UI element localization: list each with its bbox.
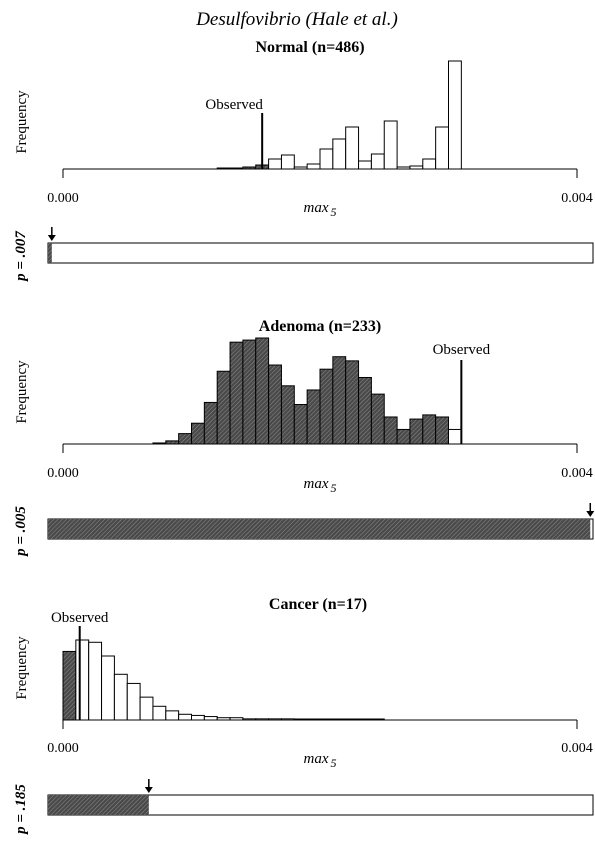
panel-adenoma-bar-22	[435, 416, 449, 445]
panel-normal-bar-16	[422, 158, 437, 170]
panel-normal-bar-12	[370, 153, 385, 170]
panel-cancer-x-tick-label-right: 0.004	[561, 741, 593, 756]
panel-adenoma-bar-7	[242, 339, 257, 445]
panel-cancer-xlabel-main: max	[304, 751, 329, 767]
panel-adenoma-bar-15	[345, 360, 360, 445]
panel-cancer-bar-0	[62, 650, 77, 721]
panel-adenoma-pvalue-label: p = .005	[13, 506, 29, 558]
panel-cancer-title: Cancer (n=17)	[269, 596, 367, 613]
panel-normal: Normal (n=486) Frequency 0.000 0.004 max…	[13, 39, 594, 283]
panel-cancer-pvalue-label: p = .185	[13, 784, 29, 836]
panel-normal-title: Normal (n=486)	[255, 39, 364, 56]
panel-adenoma-bar-11	[293, 404, 308, 445]
panel-cancer-bar-10	[191, 714, 205, 721]
panel-normal-bar-17	[435, 126, 449, 170]
panel-cancer-bar-6	[139, 696, 154, 721]
panel-adenoma-x-tick-label-right: 0.004	[561, 466, 593, 481]
panel-adenoma-bar-17	[370, 393, 385, 445]
panel-adenoma-x-tick-label-left: 0.000	[47, 466, 79, 481]
panel-cancer-bar-9	[178, 713, 192, 721]
panel-cancer-bar-4	[113, 673, 128, 721]
panel-adenoma-title: Adenoma (n=233)	[259, 318, 381, 335]
panel-normal-ylabel: Frequency	[14, 90, 30, 154]
panel-adenoma-bar-9	[268, 364, 282, 445]
panel-adenoma-bar-3	[191, 422, 205, 445]
panel-cancer-xlabel: max 5	[304, 751, 337, 770]
panel-adenoma-bar-16	[358, 376, 372, 445]
panel-adenoma-bar-2	[178, 433, 192, 445]
panel-adenoma-bar-12	[306, 389, 321, 445]
panel-cancer-bar-5	[126, 682, 141, 721]
panel-adenoma-bar-23	[448, 428, 462, 445]
panel-cancer-bar-3	[101, 655, 115, 721]
panel-normal-pvalue-arrow	[47, 227, 56, 241]
panel-adenoma-bar-21	[422, 414, 437, 445]
panel-cancer-bars	[62, 639, 385, 721]
panel-adenoma-bar-4	[203, 401, 218, 445]
panel-normal-bar-10	[345, 126, 360, 170]
panel-normal-bar-5	[280, 154, 295, 170]
panel-adenoma-xlabel-main: max	[304, 476, 329, 492]
panel-normal-x-tick-label-right: 0.004	[561, 191, 593, 206]
figure-title: Desulfovibrio (Hale et al.)	[195, 9, 398, 30]
panel-adenoma-pvalue-bar-fill	[48, 519, 591, 539]
panel-normal-bar-7	[306, 163, 321, 170]
panel-normal-bars	[216, 60, 462, 170]
panel-adenoma-bars	[152, 337, 462, 445]
panel-normal-bar-18	[448, 60, 462, 170]
panel-adenoma-bar-6	[229, 341, 244, 445]
panel-cancer-bar-1	[75, 639, 90, 721]
panel-cancer-observed-label: Observed	[51, 610, 109, 626]
panel-cancer-pvalue-arrow-head	[144, 787, 153, 793]
panel-cancer-bar-8	[165, 710, 180, 721]
panel-adenoma-bar-13	[319, 368, 334, 445]
panel-adenoma-bar-14	[332, 356, 347, 445]
panel-normal-xlabel: max 5	[304, 200, 337, 219]
panel-normal-bar-11	[358, 160, 372, 170]
panel-adenoma-pvalue-arrow-head	[586, 511, 595, 517]
panel-cancer-pvalue-bar-fill	[48, 795, 149, 815]
panel-normal-xlabel-sub: 5	[331, 205, 337, 219]
panel-cancer-ylabel: Frequency	[14, 636, 30, 700]
panel-normal-observed-label: Observed	[205, 97, 263, 113]
panel-adenoma-xlabel-sub: 5	[331, 481, 337, 495]
panel-cancer-bar-11	[203, 716, 218, 721]
panel-cancer-bar-2	[88, 641, 103, 721]
panel-cancer-xlabel-sub: 5	[331, 756, 337, 770]
panel-adenoma-observed-label: Observed	[433, 342, 491, 358]
panel-adenoma-bar-18	[383, 416, 398, 445]
panel-normal-x-tick-label-left: 0.000	[47, 191, 79, 206]
panel-adenoma-ylabel: Frequency	[14, 360, 30, 424]
panel-normal-bar-9	[332, 138, 347, 170]
panel-normal-bar-13	[383, 120, 398, 170]
panel-adenoma-xlabel: max 5	[304, 476, 337, 495]
panel-adenoma-bar-5	[216, 370, 231, 445]
panel-normal-bar-4	[268, 158, 282, 170]
panel-cancer: Cancer (n=17) Frequency 0.000 0.004 max 5…	[13, 596, 594, 836]
panel-normal-pvalue-bar-fill	[48, 243, 52, 263]
panel-adenoma: Adenoma (n=233) Frequency 0.000 0.004 ma…	[13, 318, 595, 558]
panel-normal-pvalue-label: p = .007	[13, 231, 29, 283]
panel-adenoma-bar-10	[280, 385, 295, 445]
panel-normal-bar-8	[319, 148, 334, 170]
panel-adenoma-bar-20	[409, 418, 424, 445]
panel-cancer-pvalue-arrow	[144, 779, 153, 793]
panel-normal-xlabel-main: max	[304, 200, 329, 216]
panel-cancer-x-tick-label-left: 0.000	[47, 741, 79, 756]
panel-cancer-bar-7	[152, 705, 167, 721]
panel-normal-pvalue-bar	[47, 242, 594, 264]
panel-adenoma-bar-19	[396, 428, 411, 445]
panel-normal-pvalue-arrow-head	[47, 235, 56, 241]
panel-adenoma-pvalue-arrow	[586, 503, 595, 517]
panel-adenoma-bar-8	[255, 337, 270, 445]
